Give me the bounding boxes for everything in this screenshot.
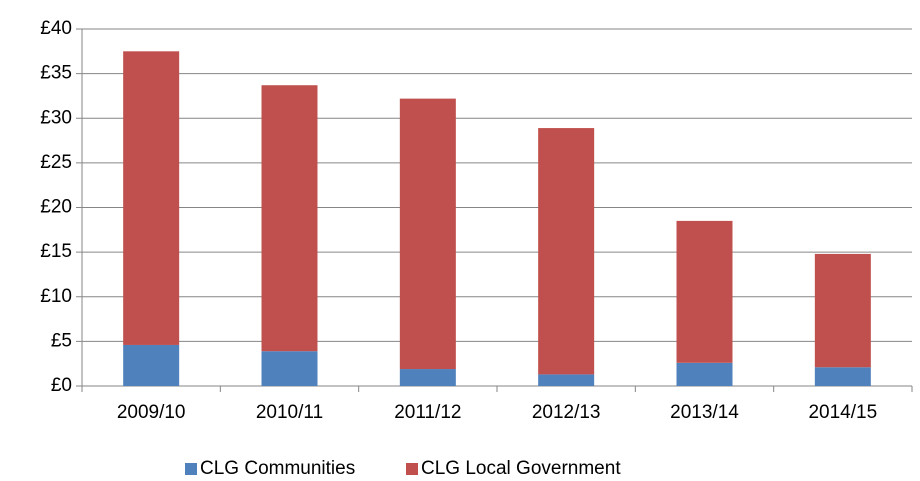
bar-segment (814, 253, 871, 368)
bar-segment (538, 128, 595, 375)
bar-segment (123, 344, 180, 386)
x-tick-label: 2011/12 (394, 402, 461, 423)
x-tick-label: 2014/15 (808, 402, 877, 423)
bar-segment (676, 362, 733, 386)
y-tick-label: £0 (51, 375, 72, 396)
legend-label: CLG Communities (200, 458, 355, 479)
bar-segment (814, 367, 871, 386)
bar-segment (538, 374, 595, 386)
legend-label: CLG Local Government (421, 458, 621, 479)
x-tick-label: 2009/10 (117, 402, 186, 423)
bar-segment (261, 351, 318, 386)
bar-segment (123, 51, 180, 345)
y-tick-label: £30 (40, 107, 72, 128)
bar-segment (676, 220, 733, 363)
legend-swatch (406, 463, 418, 475)
y-tick-label: £40 (40, 18, 72, 39)
x-tick-label: 2013/14 (670, 402, 739, 423)
y-tick-label: £25 (40, 152, 72, 173)
y-tick-label: £5 (51, 330, 72, 351)
y-tick-label: £10 (40, 286, 72, 307)
x-tick-label: 2010/11 (256, 402, 323, 423)
y-tick-label: £15 (40, 241, 72, 262)
bar-segment (261, 85, 318, 352)
bar-segment (399, 369, 456, 386)
bar-segment (399, 98, 456, 370)
y-tick-label: £20 (40, 197, 72, 218)
legend-swatch (185, 463, 197, 475)
y-tick-label: £35 (40, 63, 72, 84)
x-tick-label: 2012/13 (532, 402, 601, 423)
